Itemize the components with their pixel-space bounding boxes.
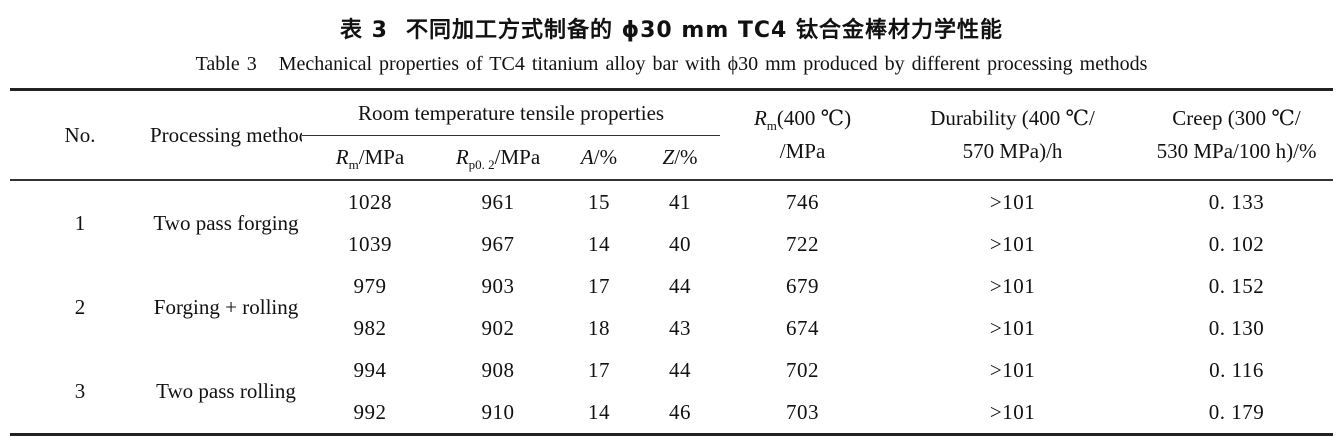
- cell-rm400: 703: [786, 399, 820, 424]
- cell-rp02: 961: [481, 189, 515, 214]
- cell-creep: 0. 179: [1208, 399, 1265, 424]
- cell-a: 17: [588, 357, 610, 382]
- cell-no: 3: [74, 378, 86, 403]
- rm400-subscript: m: [766, 118, 777, 134]
- col-header-rp02: Rp0. 2/MPa: [438, 136, 558, 181]
- table-caption-zh-text: 不同加工方式制备的 ϕ30 mm TC4 钛合金棒材力学性能: [405, 18, 1004, 43]
- cell-rm: 1028: [348, 189, 392, 214]
- cell-rm: 979: [353, 273, 387, 298]
- col-header-durability: Durability (400 ℃/ 570 MPa)/h: [885, 90, 1140, 181]
- col-header-no: No.: [64, 122, 96, 147]
- cell-processing-method: Forging + rolling: [153, 294, 299, 319]
- rm400-line1-rest: (400 ℃): [776, 106, 852, 131]
- cell-durability: >101: [989, 315, 1036, 340]
- z-symbol: Z: [662, 145, 675, 169]
- creep-line2: 530 MPa/100 h)/%: [1156, 139, 1317, 163]
- table-row: 982 902 18 43 674 >101 0. 130: [10, 307, 1333, 349]
- cell-processing-method: Two pass rolling: [156, 378, 296, 403]
- table-caption-zh-label: 表 3: [339, 18, 388, 43]
- col-header-rm: Rm/MPa: [302, 136, 438, 181]
- z-rest: /%: [674, 145, 698, 169]
- cell-rm: 982: [353, 315, 387, 340]
- table-row: 1 Two pass forging 1028 961 15 41 746 >1…: [10, 180, 1333, 235]
- rm-rest: /MPa: [358, 145, 405, 169]
- col-header-creep: Creep (300 ℃/ 530 MPa/100 h)/%: [1140, 90, 1333, 181]
- cell-rp02: 910: [481, 399, 515, 424]
- cell-z: 44: [669, 357, 692, 382]
- table-caption-zh: 表 3 不同加工方式制备的 ϕ30 mm TC4 钛合金棒材力学性能: [0, 0, 1343, 44]
- cell-a: 17: [588, 273, 610, 298]
- rm-subscript: m: [348, 157, 359, 173]
- cell-rm: 994: [353, 357, 387, 382]
- col-header-a: A/%: [558, 136, 640, 181]
- durability-line1: Durability (400 ℃/: [930, 106, 1095, 131]
- cell-rp02: 902: [481, 315, 515, 340]
- cell-rm400: 679: [786, 273, 820, 298]
- table-caption-en-label: Table 3: [195, 53, 257, 75]
- table-row: 3 Two pass rolling 994 908 17 44 702 >10…: [10, 349, 1333, 403]
- cell-z: 43: [669, 315, 692, 340]
- cell-no: 2: [74, 294, 86, 319]
- cell-creep: 0. 102: [1208, 231, 1265, 256]
- cell-durability: >101: [989, 189, 1036, 214]
- col-header-z: Z/%: [640, 136, 720, 181]
- cell-creep: 0. 130: [1208, 315, 1265, 340]
- table-body: 1 Two pass forging 1028 961 15 41 746 >1…: [10, 180, 1333, 435]
- table-row: 2 Forging + rolling 979 903 17 44 679 >1…: [10, 265, 1333, 319]
- table-caption-en-text: Mechanical properties of TC4 titanium al…: [278, 53, 1148, 75]
- cell-creep: 0. 133: [1208, 189, 1265, 214]
- mechanical-properties-table: No. Processing method Room temperature t…: [10, 88, 1334, 436]
- rp02-symbol: R: [455, 145, 469, 169]
- cell-a: 18: [588, 315, 610, 340]
- cell-z: 41: [669, 189, 692, 214]
- a-symbol: A: [580, 145, 594, 169]
- header-row-2: Rm/MPa Rp0. 2/MPa A/% Z/%: [10, 136, 1333, 181]
- cell-a: 15: [588, 189, 610, 214]
- rm-symbol: R: [335, 145, 349, 169]
- cell-durability: >101: [989, 273, 1036, 298]
- col-header-rm-400: Rm(400 ℃) /MPa: [720, 90, 885, 181]
- cell-processing-method: Two pass forging: [153, 210, 299, 235]
- cell-z: 40: [669, 231, 692, 256]
- cell-no: 1: [74, 210, 86, 235]
- cell-rm: 1039: [348, 231, 392, 256]
- cell-durability: >101: [989, 399, 1036, 424]
- table-caption-en: Table 3 Mechanical properties of TC4 tita…: [0, 53, 1343, 76]
- cell-rm400: 746: [786, 189, 820, 214]
- cell-rm400: 722: [786, 231, 820, 256]
- cell-rm400: 674: [786, 315, 820, 340]
- cell-a: 14: [588, 231, 610, 256]
- cell-rm: 992: [353, 399, 387, 424]
- cell-rp02: 908: [481, 357, 515, 382]
- col-header-processing-method: Processing method: [150, 122, 302, 147]
- table-header: No. Processing method Room temperature t…: [10, 89, 1334, 181]
- header-row-1: No. Processing method Room temperature t…: [10, 89, 1333, 163]
- cell-durability: >101: [989, 357, 1036, 382]
- col-group-tensile-properties: Room temperature tensile properties: [302, 89, 721, 136]
- cell-z: 44: [669, 273, 692, 298]
- cell-rp02: 903: [481, 273, 515, 298]
- cell-z: 46: [669, 399, 692, 424]
- cell-rm400: 702: [786, 357, 820, 382]
- cell-creep: 0. 116: [1209, 357, 1264, 382]
- cell-creep: 0. 152: [1208, 273, 1265, 298]
- table-row: 992 910 14 46 703 >101 0. 179: [10, 391, 1333, 435]
- cell-a: 14: [588, 399, 610, 424]
- rp02-rest: /MPa: [494, 145, 541, 169]
- durability-line2: 570 MPa)/h: [962, 139, 1063, 163]
- rp02-subscript: p0. 2: [468, 157, 495, 173]
- cell-durability: >101: [989, 231, 1036, 256]
- rm400-symbol: R: [753, 106, 767, 131]
- rm400-line2: /MPa: [779, 139, 826, 163]
- a-rest: /%: [593, 145, 618, 169]
- table-row: 1039 967 14 40 722 >101 0. 102: [10, 223, 1333, 265]
- creep-line1: Creep (300 ℃/: [1172, 106, 1301, 131]
- cell-rp02: 967: [481, 231, 515, 256]
